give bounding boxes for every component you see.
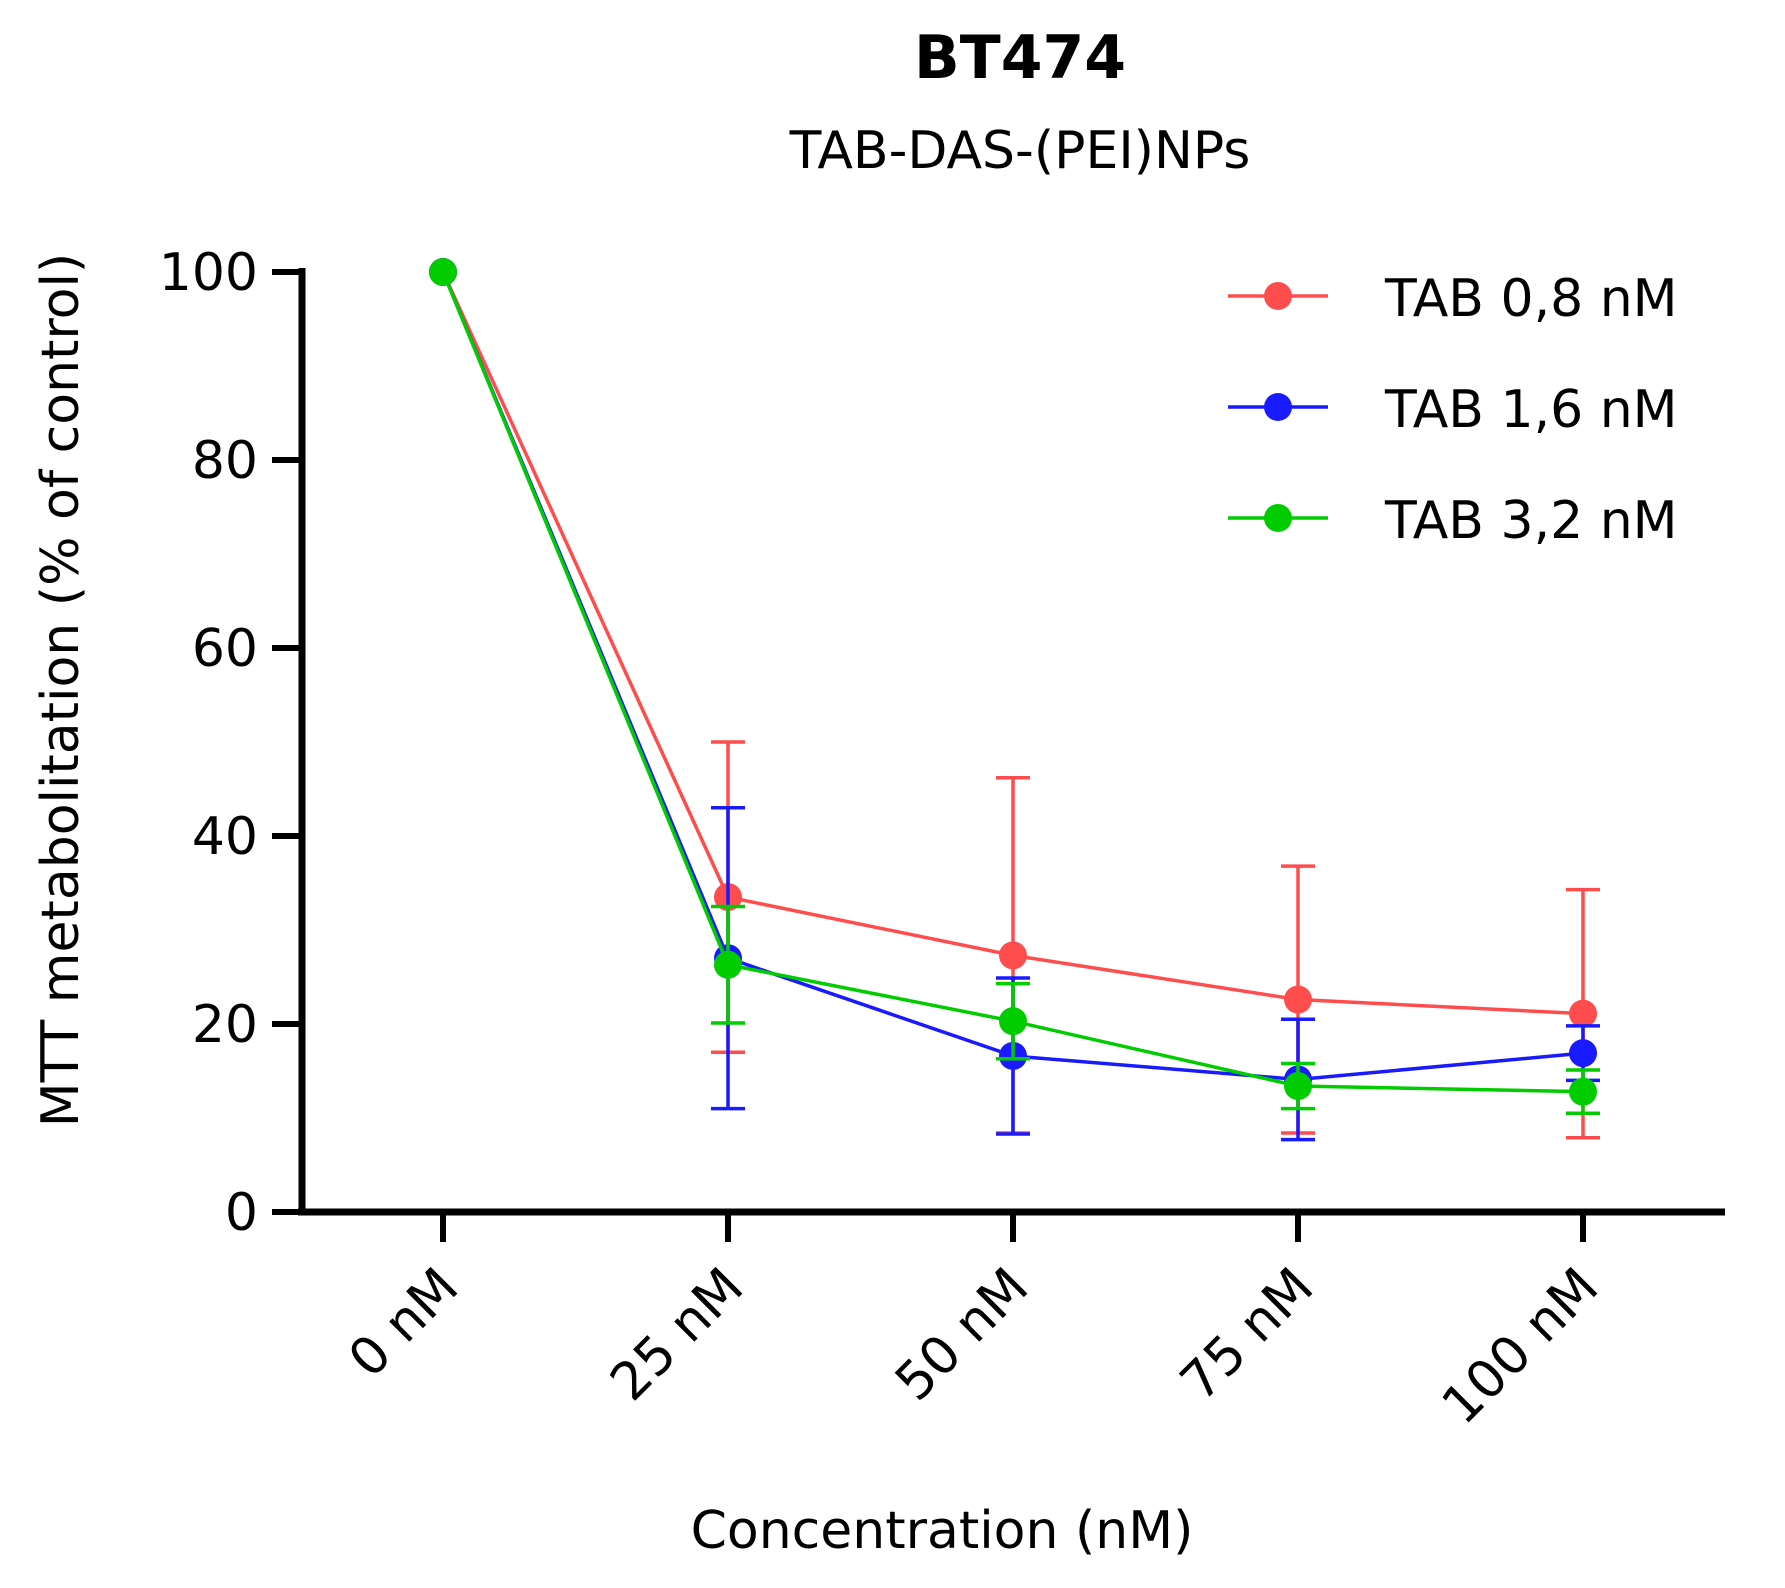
y-axis-title: MTT metabolitation (% of control) bbox=[31, 253, 91, 1127]
x-axis-title: Concentration (nM) bbox=[691, 1501, 1194, 1561]
y-tick-label: 80 bbox=[192, 431, 258, 491]
chart-subtitle: TAB-DAS-(PEI)NPs bbox=[789, 121, 1251, 181]
chart-title: BT474 bbox=[914, 23, 1126, 93]
y-tick-label: 60 bbox=[192, 619, 258, 679]
data-point bbox=[429, 258, 457, 286]
data-point bbox=[999, 941, 1027, 970]
legend-marker bbox=[1264, 282, 1292, 310]
x-tick-label: 75 nM bbox=[1169, 1257, 1325, 1413]
legend-item: TAB 1,6 nM bbox=[1228, 380, 1678, 440]
data-point bbox=[1569, 1039, 1597, 1068]
series-3 bbox=[429, 258, 1600, 1116]
legend-label: TAB 3,2 nM bbox=[1384, 491, 1678, 551]
data-point bbox=[1284, 985, 1312, 1014]
data-point bbox=[1284, 1072, 1312, 1101]
legend-item: TAB 3,2 nM bbox=[1228, 491, 1678, 551]
data-point bbox=[999, 1007, 1027, 1036]
x-tick-label: 25 nM bbox=[599, 1257, 755, 1413]
data-point bbox=[714, 950, 742, 979]
legend-label: TAB 1,6 nM bbox=[1384, 380, 1678, 440]
y-tick-label: 100 bbox=[159, 243, 258, 303]
data-point bbox=[1569, 999, 1597, 1028]
x-tick-label: 50 nM bbox=[884, 1257, 1040, 1413]
data-point bbox=[1569, 1077, 1597, 1106]
y-tick-label: 20 bbox=[192, 995, 258, 1055]
legend-marker bbox=[1264, 393, 1292, 421]
x-tick-label: 100 nM bbox=[1431, 1257, 1610, 1436]
y-tick-label: 40 bbox=[192, 807, 258, 867]
legend-label: TAB 0,8 nM bbox=[1384, 269, 1678, 329]
y-tick-label: 0 bbox=[225, 1183, 258, 1243]
x-tick-label: 0 nM bbox=[338, 1257, 471, 1390]
legend-marker bbox=[1264, 504, 1292, 532]
legend-item: TAB 0,8 nM bbox=[1228, 269, 1678, 329]
